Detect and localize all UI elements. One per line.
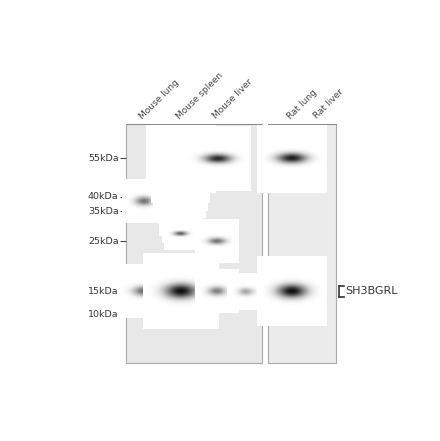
Text: 35kDa: 35kDa	[88, 207, 118, 216]
Text: Rat liver: Rat liver	[312, 87, 345, 121]
Text: Rat lung: Rat lung	[286, 87, 319, 121]
Text: SH3BGRL: SH3BGRL	[346, 286, 398, 296]
Text: 25kDa: 25kDa	[88, 237, 118, 246]
Bar	[268, 124, 336, 363]
Text: Mouse spleen: Mouse spleen	[174, 71, 224, 121]
Text: 55kDa: 55kDa	[88, 154, 118, 163]
Text: Mouse lung: Mouse lung	[138, 78, 181, 121]
Bar	[126, 124, 262, 363]
Text: 10kDa: 10kDa	[88, 310, 118, 319]
Text: 15kDa: 15kDa	[88, 287, 118, 296]
Text: Mouse liver: Mouse liver	[211, 78, 254, 121]
Text: 40kDa: 40kDa	[88, 192, 118, 201]
